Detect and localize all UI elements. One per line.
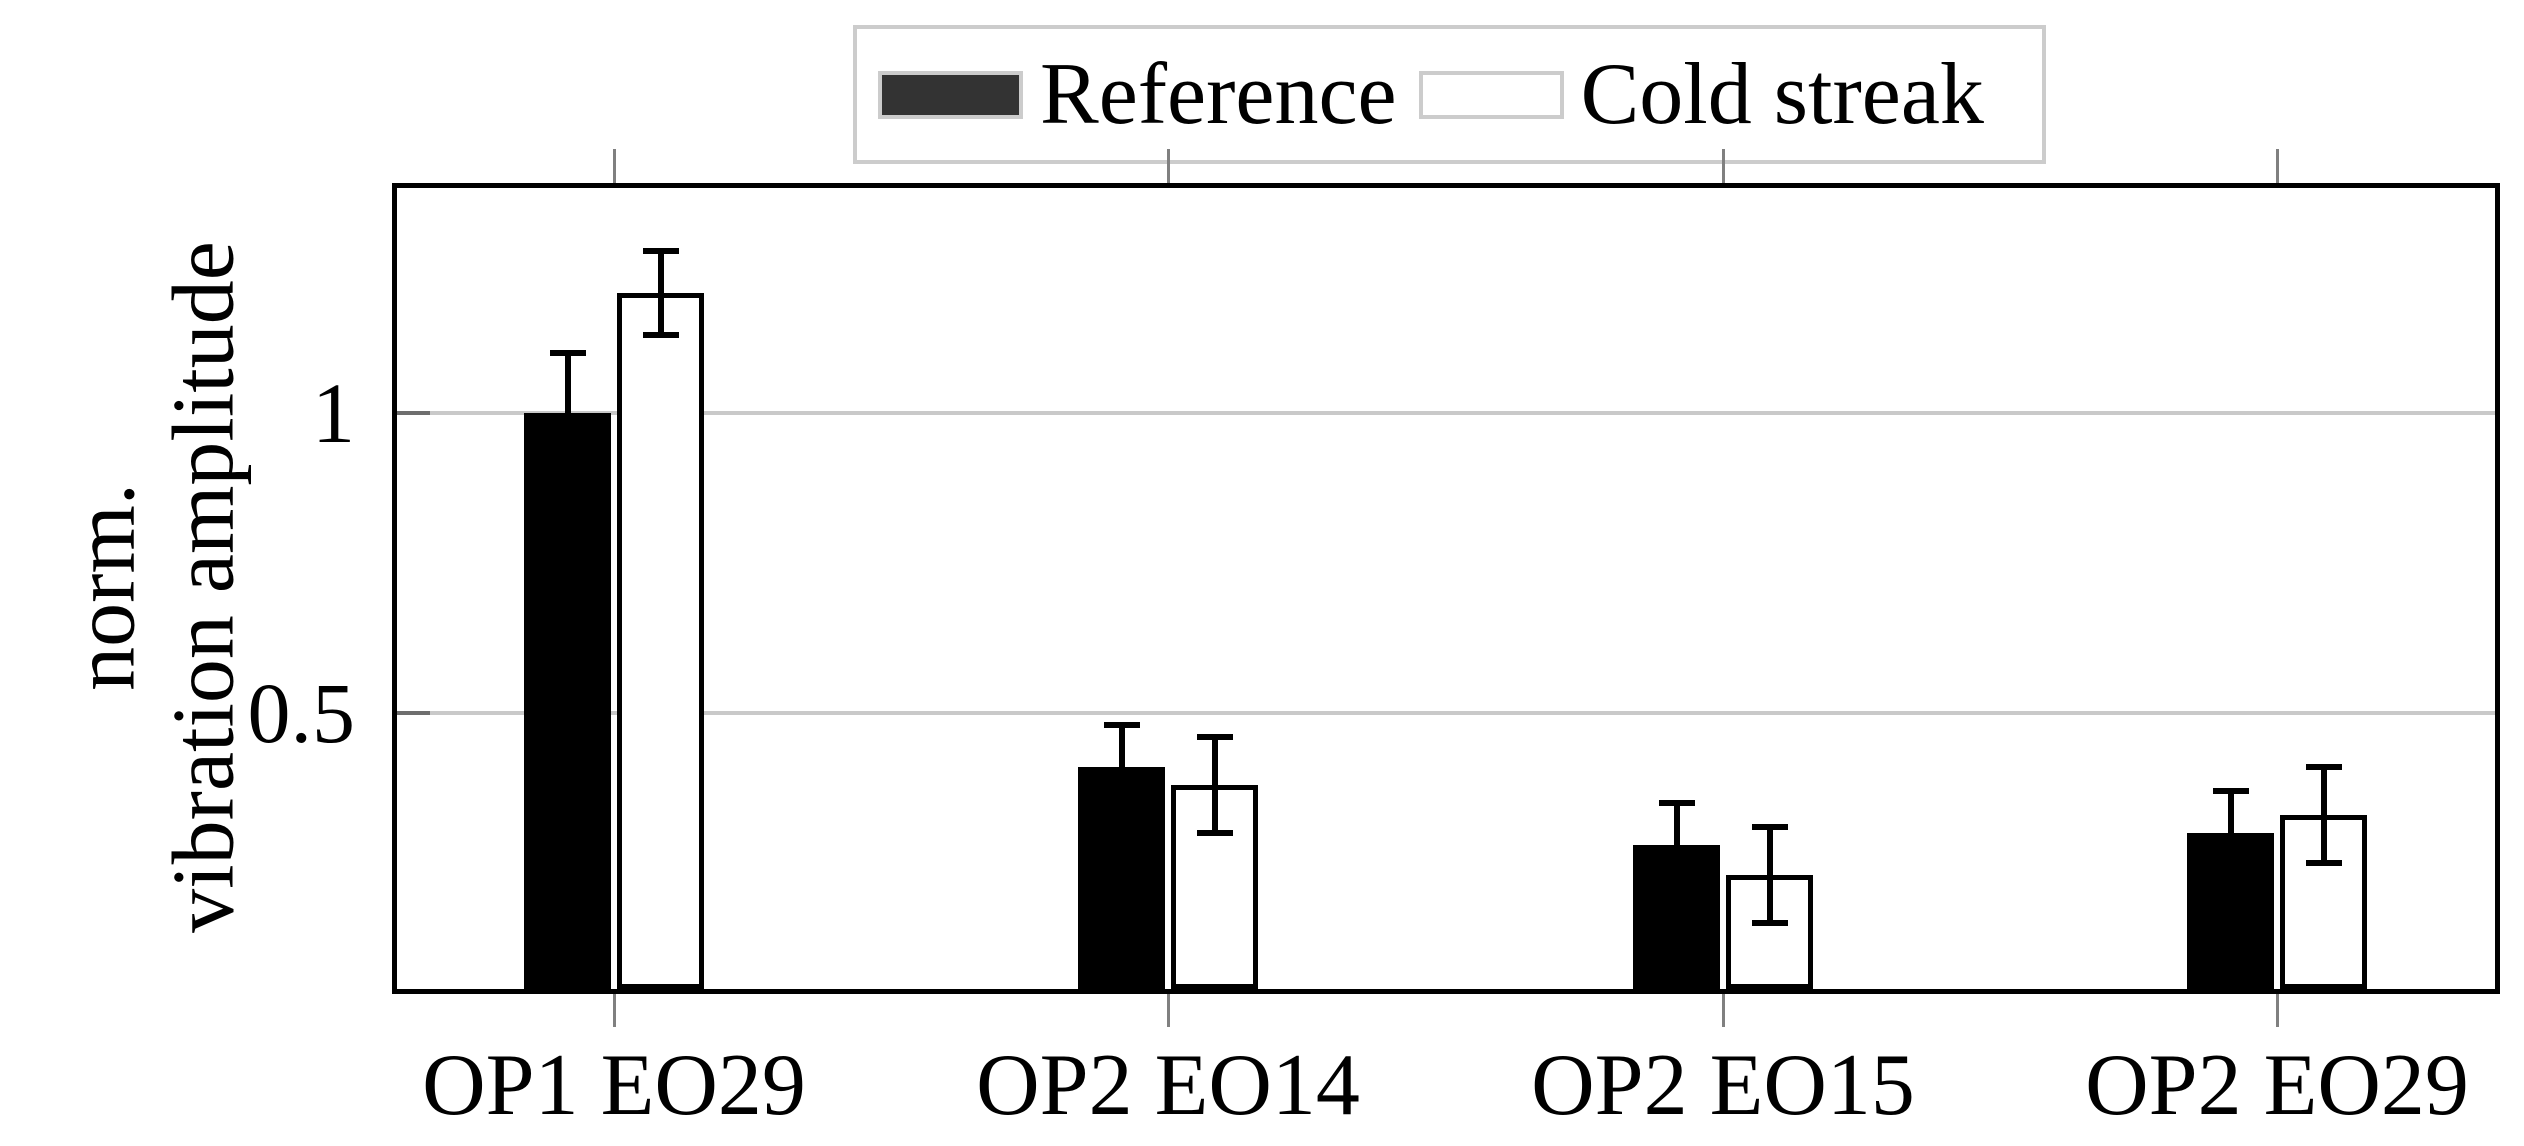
error-bar-cap-bottom-reference-op2-eo14 bbox=[1103, 806, 1140, 812]
gridline-0-5 bbox=[397, 711, 2495, 715]
error-bar-line-cold-streak-op2-eo15 bbox=[1766, 827, 1773, 923]
legend-swatch-reference bbox=[878, 70, 1023, 119]
error-bar-line-reference-op1-eo29 bbox=[564, 353, 571, 473]
x-tick-top-op2-eo14 bbox=[1167, 149, 1170, 183]
x-axis-label-op2-eo29: OP2 EO29 bbox=[2085, 1037, 2469, 1134]
error-bar-line-cold-streak-op2-eo14 bbox=[1211, 737, 1218, 833]
error-bar-line-cold-streak-op1-eo29 bbox=[657, 251, 664, 335]
error-bar-cap-bottom-reference-op1-eo29 bbox=[549, 470, 586, 476]
error-bar-cap-bottom-cold-streak-op2-eo15 bbox=[1751, 920, 1788, 926]
y-tick-mark-0-5 bbox=[397, 711, 430, 715]
x-tick-bottom-op2-eo14 bbox=[1167, 994, 1170, 1027]
error-bar-cap-top-cold-streak-op2-eo29 bbox=[2305, 764, 2342, 770]
x-axis-label-op2-eo15: OP2 EO15 bbox=[1531, 1037, 1915, 1134]
y-axis-title-line2: vibration amplitude bbox=[155, 241, 252, 933]
error-bar-cap-bottom-cold-streak-op2-eo14 bbox=[1196, 830, 1233, 836]
error-bar-line-reference-op2-eo14 bbox=[1118, 725, 1125, 809]
plot-area bbox=[392, 183, 2500, 994]
x-tick-bottom-op2-eo15 bbox=[1722, 994, 1725, 1027]
y-tick-label-1: 1 bbox=[312, 365, 355, 461]
legend: Reference Cold streak bbox=[853, 25, 2046, 164]
error-bar-cap-top-cold-streak-op2-eo14 bbox=[1196, 734, 1233, 740]
bar-cold-streak-op1-eo29 bbox=[617, 293, 704, 989]
error-bar-cap-top-cold-streak-op2-eo15 bbox=[1751, 824, 1788, 830]
legend-label-reference: Reference bbox=[1040, 45, 1397, 143]
x-tick-top-op2-eo29 bbox=[2276, 149, 2279, 183]
error-bar-cap-top-reference-op2-eo14 bbox=[1103, 722, 1140, 728]
error-bar-line-reference-op2-eo29 bbox=[2227, 791, 2234, 875]
y-axis-title: norm. vibration amplitude bbox=[56, 241, 253, 933]
error-bar-cap-top-cold-streak-op1-eo29 bbox=[642, 248, 679, 254]
error-bar-cap-bottom-reference-op2-eo15 bbox=[1658, 884, 1695, 890]
error-bar-cap-top-reference-op1-eo29 bbox=[549, 350, 586, 356]
gridline-1-0 bbox=[397, 411, 2495, 415]
error-bar-line-reference-op2-eo15 bbox=[1673, 803, 1680, 887]
y-axis-title-line1: norm. bbox=[56, 483, 154, 691]
error-bar-cap-bottom-cold-streak-op2-eo29 bbox=[2305, 860, 2342, 866]
x-axis-label-op2-eo14: OP2 EO14 bbox=[976, 1037, 1360, 1134]
x-tick-top-op2-eo15 bbox=[1722, 149, 1725, 183]
error-bar-cap-bottom-reference-op2-eo29 bbox=[2212, 872, 2249, 878]
legend-swatch-cold-streak bbox=[1418, 70, 1564, 119]
y-tick-label-0-5: 0.5 bbox=[247, 665, 356, 761]
error-bar-line-cold-streak-op2-eo29 bbox=[2320, 767, 2327, 863]
y-tick-mark-1-0 bbox=[397, 411, 430, 415]
x-tick-top-op1-eo29 bbox=[613, 149, 616, 183]
error-bar-cap-top-reference-op2-eo15 bbox=[1658, 800, 1695, 806]
error-bar-cap-bottom-cold-streak-op1-eo29 bbox=[642, 332, 679, 338]
error-bar-cap-top-reference-op2-eo29 bbox=[2212, 788, 2249, 794]
x-tick-bottom-op1-eo29 bbox=[613, 994, 616, 1027]
bar-reference-op1-eo29 bbox=[524, 413, 611, 989]
legend-label-cold-streak: Cold streak bbox=[1580, 45, 1984, 143]
x-tick-bottom-op2-eo29 bbox=[2276, 994, 2279, 1027]
x-axis-label-op1-eo29: OP1 EO29 bbox=[422, 1037, 806, 1134]
